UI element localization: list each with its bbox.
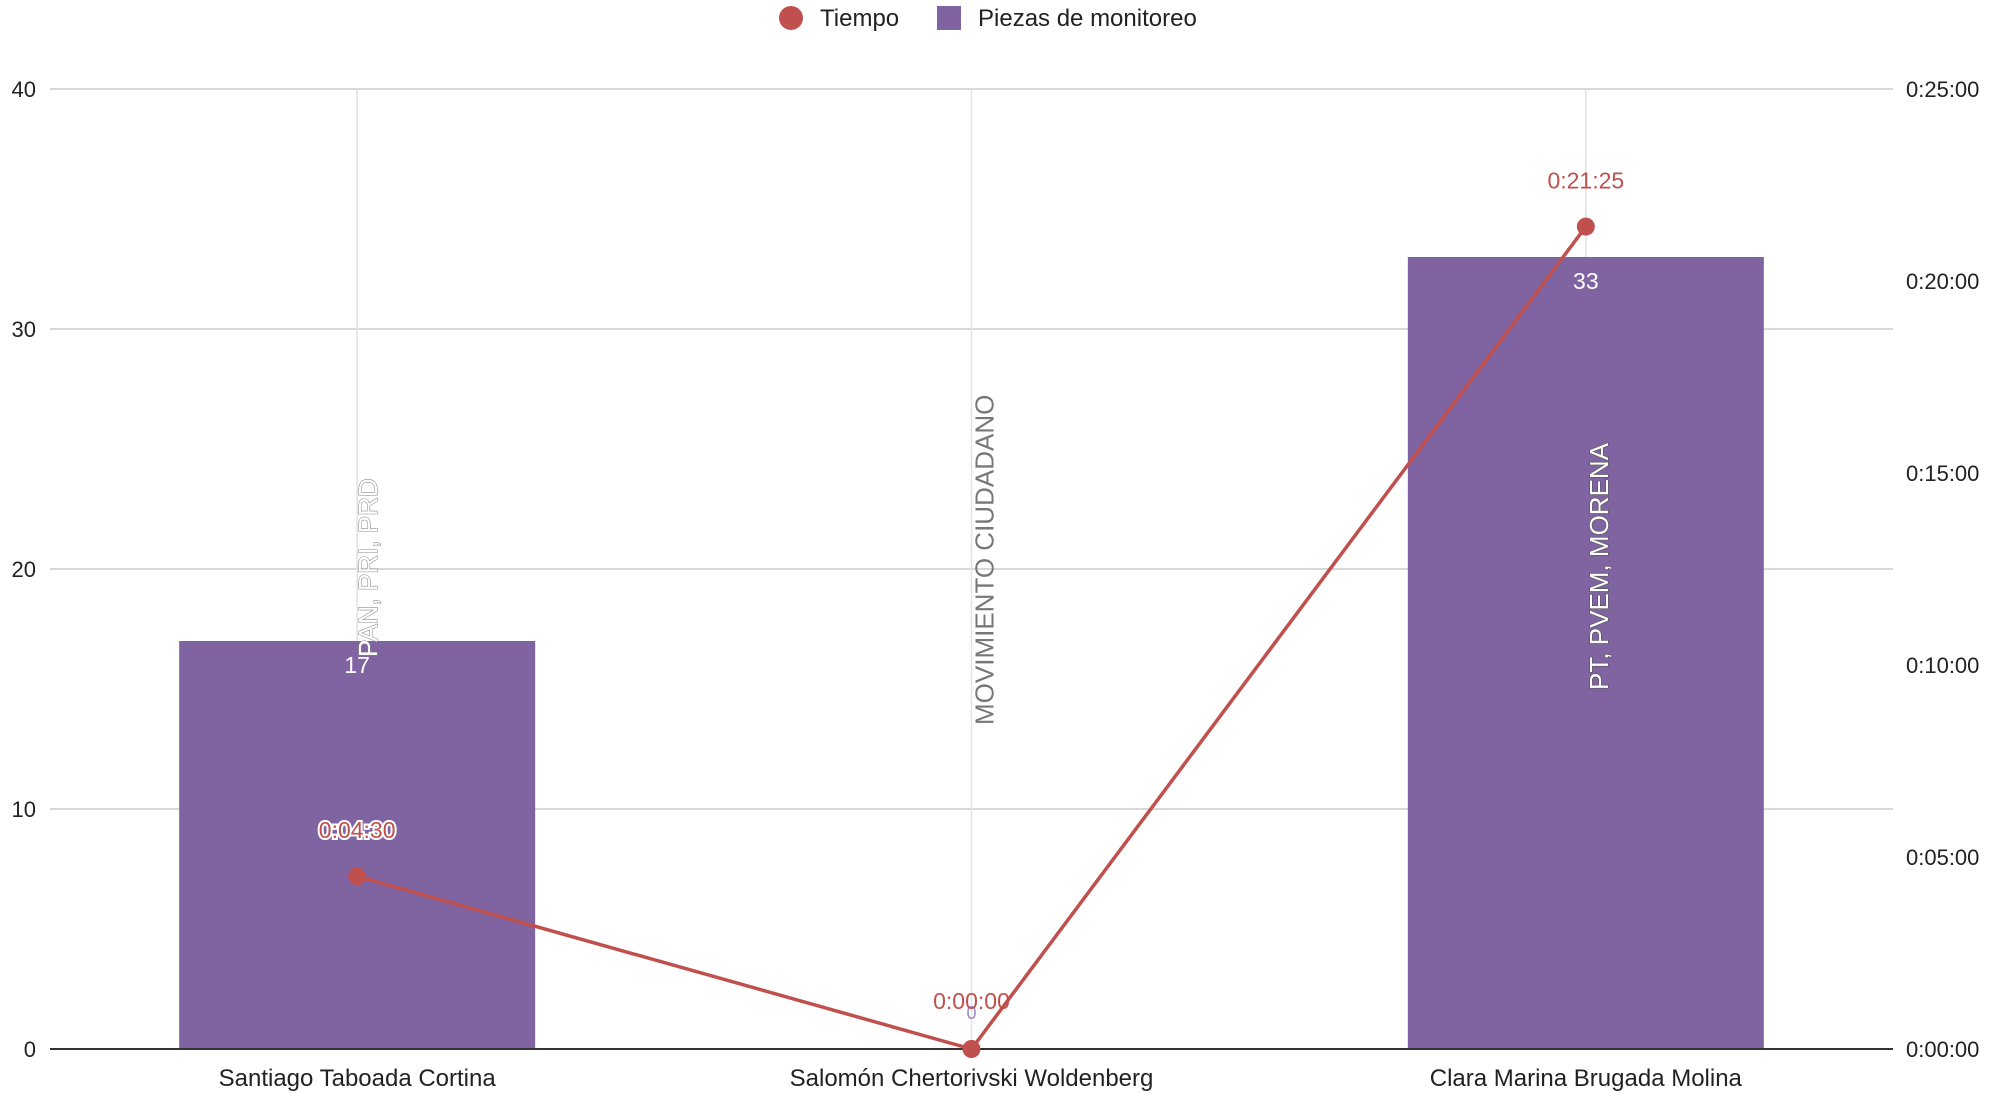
y-right-tick-label: 0:00:00: [1906, 1037, 1979, 1062]
y-right-tick-label: 0:15:00: [1906, 461, 1979, 486]
party-annotation: PT, PVEM, MORENA: [1584, 442, 1614, 690]
tiempo-point-0: [348, 867, 367, 886]
y-left-tick-label: 20: [12, 557, 36, 582]
party-annotation: MOVIMIENTO CIUDADANO: [970, 395, 1000, 725]
tiempo-point-1: [962, 1040, 981, 1058]
bar-value-label: 17: [344, 652, 370, 678]
tiempo-point-2: [1576, 217, 1595, 236]
legend-piezas-label: Piezas de monitoreo: [978, 5, 1197, 32]
bar-value-label: 0: [966, 1003, 976, 1023]
y-left-tick-label: 40: [12, 77, 36, 102]
legend-piezas-swatch: [937, 6, 961, 30]
party-annotation: PAN, PRI, PRD: [353, 478, 383, 657]
y-right-tick-label: 0:05:00: [1906, 845, 1979, 870]
x-category-label: Santiago Taboada Cortina: [219, 1065, 497, 1092]
legend-tiempo-label: Tiempo: [820, 5, 899, 32]
tiempo-value-label: 0:04:30: [319, 817, 396, 843]
y-right-tick-label: 0:20:00: [1906, 269, 1979, 294]
y-right-tick-label: 0:10:00: [1906, 653, 1979, 678]
y-left-tick-label: 0: [24, 1037, 36, 1062]
x-category-label: Clara Marina Brugada Molina: [1430, 1065, 1743, 1092]
bar-piezas-0: [179, 641, 536, 1049]
tiempo-value-label: 0:21:25: [1547, 168, 1624, 194]
y-right-tick-label: 0:25:00: [1906, 77, 1979, 102]
y-left-tick-label: 30: [12, 317, 36, 342]
tiempo-value-label: 0:00:00: [933, 988, 1010, 1014]
bar-value-label: 33: [1573, 268, 1599, 294]
bar-piezas-2: [1407, 257, 1764, 1049]
x-category-label: Salomón Chertorivski Woldenberg: [790, 1065, 1154, 1092]
legend-tiempo-swatch: [779, 6, 803, 30]
y-left-tick-label: 10: [12, 797, 36, 822]
